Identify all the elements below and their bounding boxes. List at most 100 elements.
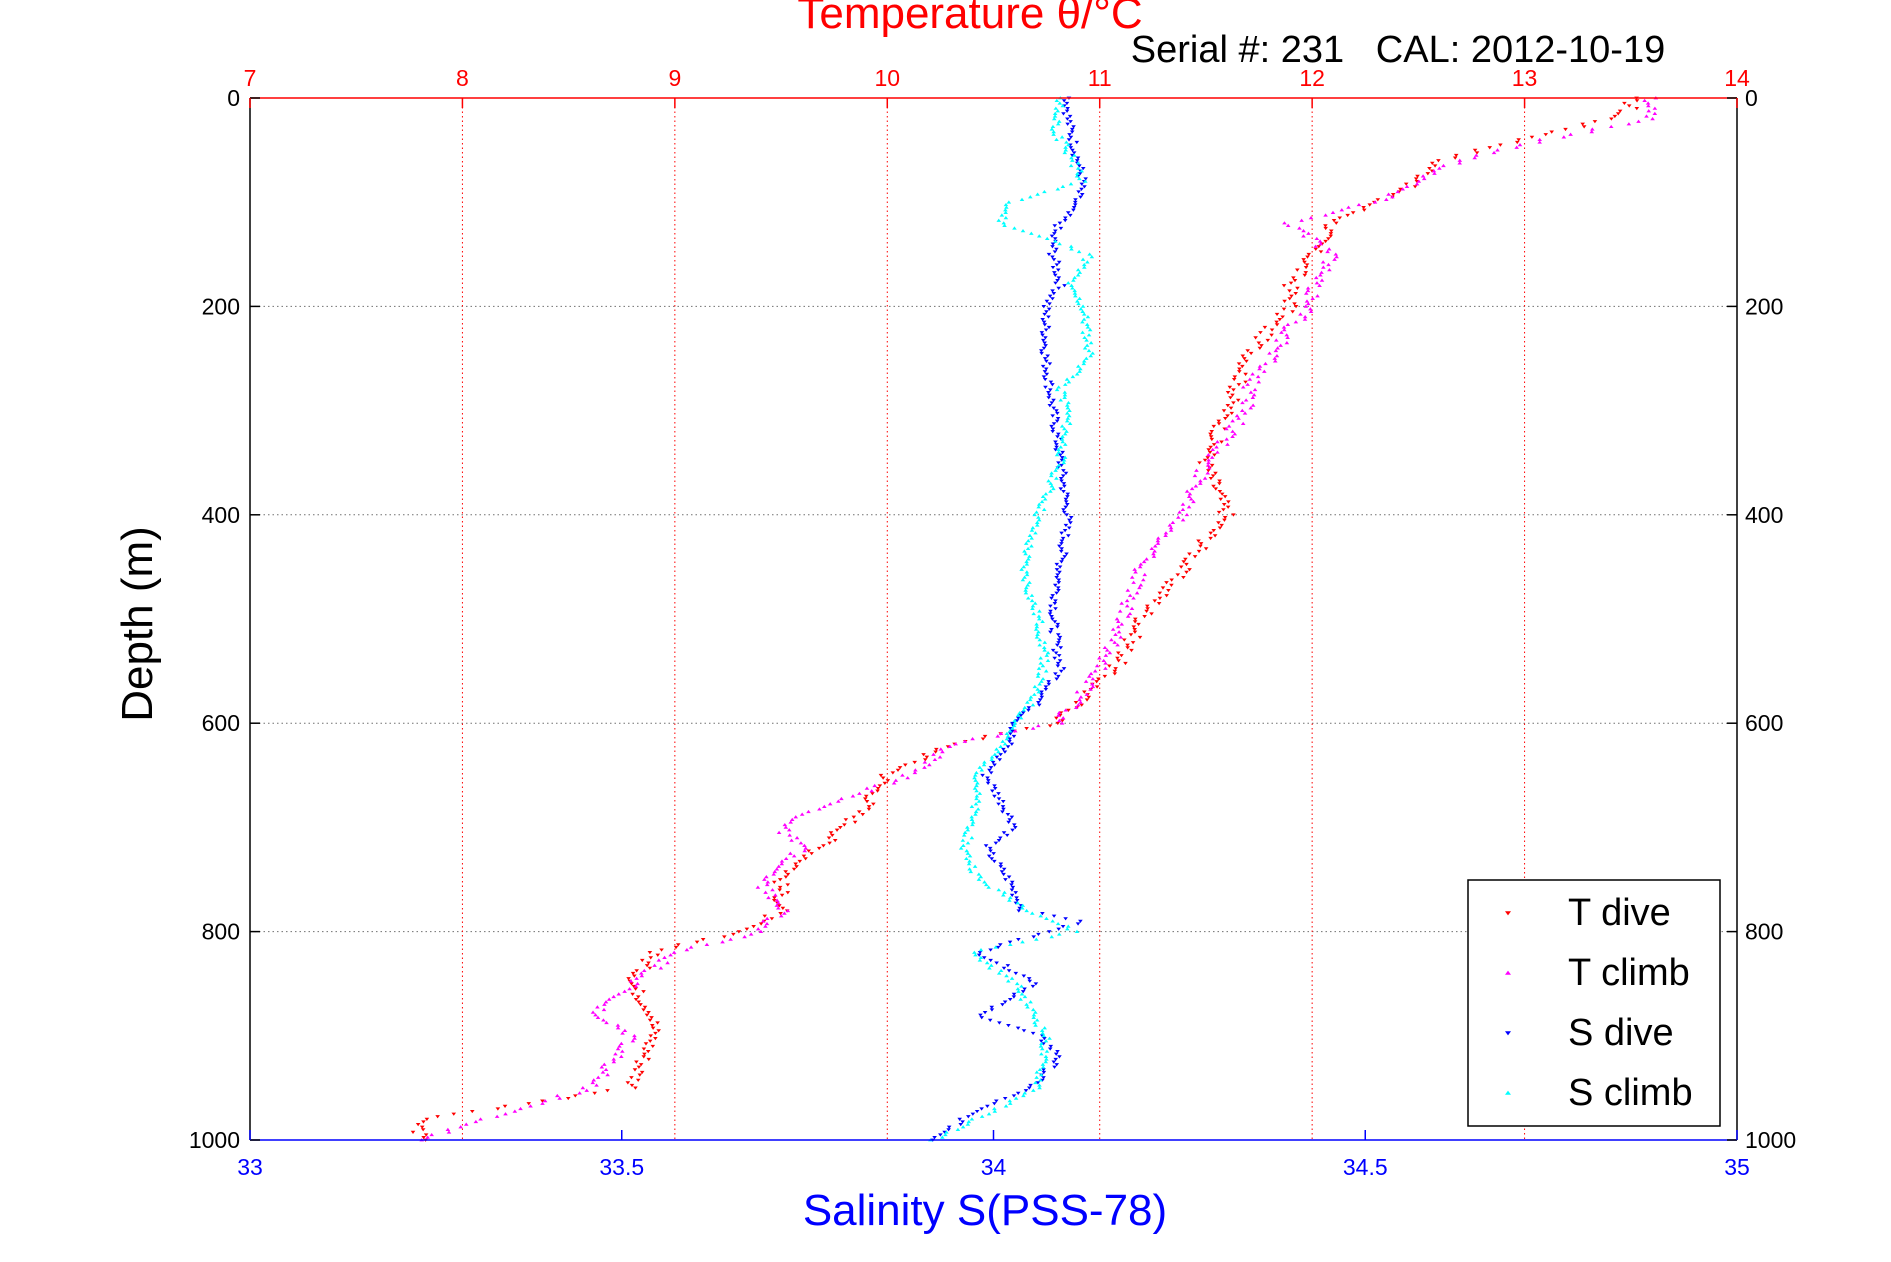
data-point [1046,325,1052,330]
data-point [1272,359,1278,363]
data-point [1277,318,1283,322]
data-point [1197,461,1202,465]
data-point [1125,588,1131,592]
data-point [1131,625,1137,629]
data-point [1025,596,1031,600]
data-point [1216,422,1222,426]
data-point [1084,343,1090,347]
data-point [885,779,891,783]
data-point [1050,124,1056,129]
data-point [992,1106,997,1111]
data-point [1027,580,1032,584]
data-point [921,753,926,757]
data-point [1055,643,1060,647]
data-point [827,841,832,845]
data-point [1074,372,1080,376]
data-point [1281,325,1287,329]
data-point [972,776,977,780]
data-point [785,883,791,887]
data-point [988,771,994,775]
data-point [1318,273,1323,277]
data-point [1181,575,1186,580]
data-point [656,958,662,962]
data-point [1022,987,1027,991]
data-point [1248,406,1254,410]
data-point [633,987,638,991]
data-point [1244,359,1249,363]
data-point [602,1002,607,1006]
data-point [1020,903,1026,907]
data-point [791,867,797,871]
data-point [872,783,877,788]
data-point [998,865,1004,869]
data-point [1232,375,1238,379]
data-point [635,1078,641,1082]
data-point [1061,489,1066,494]
data-point [1198,479,1203,483]
data-point [1062,284,1067,288]
data-point [1592,120,1598,124]
data-point [1055,661,1061,666]
data-point [1041,645,1047,650]
data-point [977,791,983,795]
data-point [1361,208,1367,212]
data-point [526,1102,532,1106]
data-point [975,807,981,811]
data-point [1052,583,1058,587]
data-point [1064,109,1070,113]
data-point [793,815,799,819]
data-point [1020,711,1026,715]
data-point [1077,176,1082,181]
data-point [1075,922,1081,926]
data-point [1184,512,1190,517]
data-point [803,846,809,850]
data-point [994,1099,999,1103]
data-point [1018,997,1023,1001]
data-point [638,1063,644,1067]
data-point [1129,606,1135,610]
data-point [932,757,938,762]
data-point [973,778,978,782]
data-point [1047,1036,1052,1040]
data-point [1514,140,1520,145]
data-point [1222,516,1228,520]
data-point [1002,750,1008,754]
data-point [1514,145,1519,149]
data-point [1021,1093,1026,1098]
data-point [1063,497,1069,502]
data-point [1001,966,1007,970]
data-point [1298,312,1303,316]
data-point [603,1000,609,1004]
data-point [1046,307,1052,311]
data-point [1008,732,1013,736]
data-point [987,966,992,970]
data-point [1193,484,1199,488]
data-point [1060,719,1065,723]
data-point [1054,476,1059,480]
data-point [1057,659,1063,663]
data-point [1055,622,1061,627]
data-point [1079,193,1085,197]
data-point [1070,286,1075,290]
data-point [953,742,959,746]
data-point [1281,328,1287,332]
data-point [1280,315,1285,319]
data-point [912,770,918,775]
data-point [1064,429,1069,433]
data-point [1036,515,1041,519]
data-point [1042,341,1047,345]
data-point [1151,552,1156,556]
data-point [622,989,627,993]
data-point [783,875,789,879]
data-point [1056,463,1062,467]
data-point [1414,182,1420,186]
data-point [1023,1089,1029,1093]
data-point [1048,1044,1054,1049]
data-point [958,1122,964,1127]
data-point [1060,557,1065,561]
data-point [1063,505,1069,509]
data-point [1009,888,1015,892]
data-point [1317,283,1322,287]
data-point [960,843,966,848]
data-point [755,885,761,889]
